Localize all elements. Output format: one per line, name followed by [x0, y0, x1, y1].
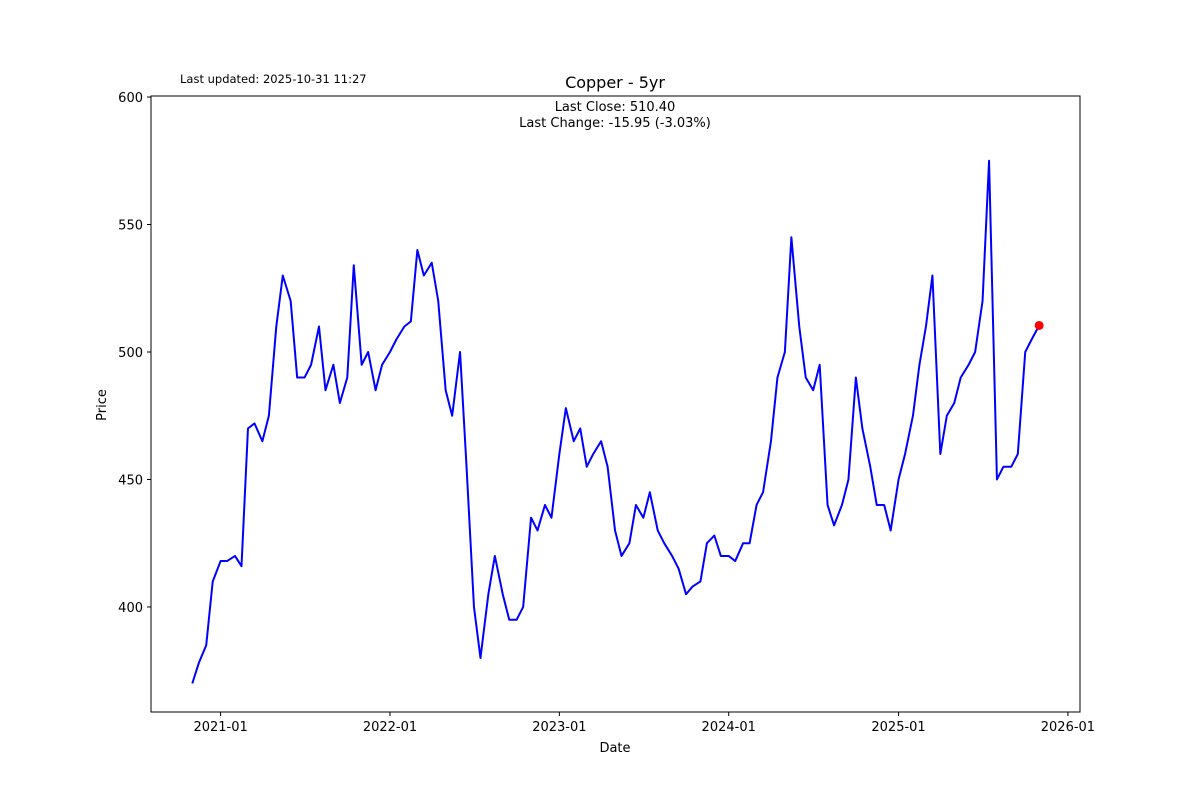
y-tick-label: 500 [118, 346, 143, 361]
y-tick-label: 400 [118, 601, 143, 616]
x-tick-label: 2023-01 [532, 720, 586, 735]
annotation: Last Close: 510.40 [555, 100, 676, 115]
last-updated: Last updated: 2025-10-31 11:27 [180, 72, 367, 86]
x-tick-label: 2024-01 [702, 720, 756, 735]
x-axis-label: Date [599, 741, 630, 756]
annotation: Last Change: -15.95 (-3.03%) [519, 116, 711, 131]
y-tick-label: 550 [118, 219, 143, 234]
y-tick-label: 450 [118, 473, 143, 488]
x-tick-label: 2022-01 [363, 720, 417, 735]
y-axis-label: Price [95, 389, 110, 421]
x-tick-label: 2025-01 [871, 720, 925, 735]
price-line [191, 159, 1041, 684]
x-tick-label: 2026-01 [1041, 720, 1095, 735]
y-tick-label: 600 [118, 91, 143, 106]
x-tick-label: 2021-01 [193, 720, 247, 735]
chart-title: Copper - 5yr [565, 73, 665, 92]
last-point [1034, 320, 1044, 330]
plot-frame [150, 95, 1081, 713]
